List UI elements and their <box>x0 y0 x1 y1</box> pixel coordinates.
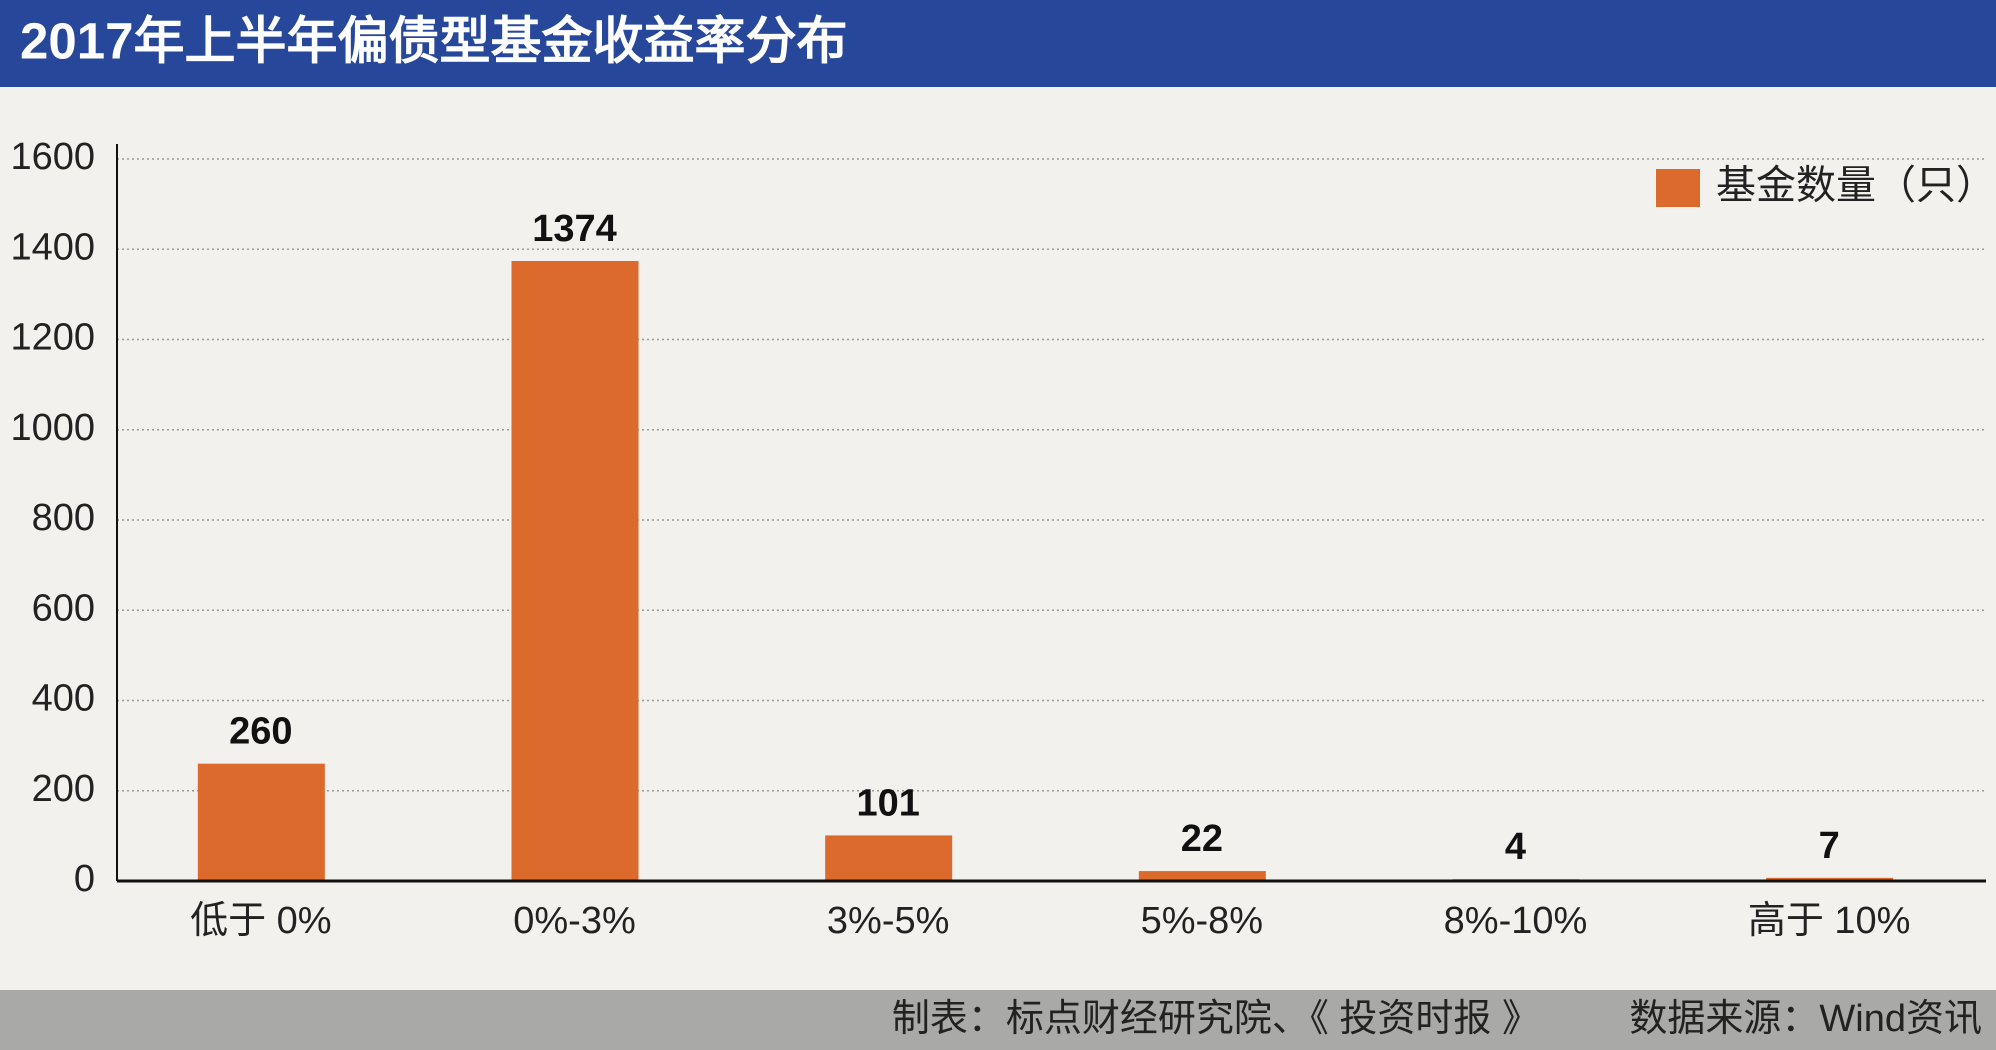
bar <box>197 763 325 881</box>
value-label: 22 <box>1181 818 1223 860</box>
chart-title: 2017年上半年偏债型基金收益率分布 <box>20 12 847 69</box>
value-label: 101 <box>856 782 919 824</box>
value-label: 4 <box>1505 826 1526 868</box>
bar <box>511 260 639 881</box>
x-tick-label: 低于 0% <box>190 900 331 942</box>
legend-label: 基金数量（只） <box>1716 164 1996 208</box>
x-tick-label: 0%-3% <box>513 900 636 942</box>
y-tick-label: 1000 <box>10 407 95 449</box>
y-tick-label: 1400 <box>10 226 95 268</box>
y-tick-label: 600 <box>32 587 95 629</box>
footer-bar <box>0 990 1996 1050</box>
y-tick-label: 1600 <box>10 136 95 178</box>
value-label: 260 <box>229 711 292 753</box>
x-tick-label: 5%-8% <box>1141 900 1264 942</box>
bar <box>825 835 953 881</box>
bar <box>1766 877 1894 881</box>
y-tick-label: 200 <box>32 768 95 810</box>
value-label: 7 <box>1819 825 1840 867</box>
footer-note: 制表：标点财经研究院、《 投资时报 》 <box>892 998 1540 1040</box>
value-label: 1374 <box>532 208 617 250</box>
legend-swatch <box>1656 169 1700 207</box>
x-tick-label: 高于 10% <box>1748 900 1911 942</box>
y-tick-label: 800 <box>32 497 95 539</box>
bar <box>1138 871 1266 881</box>
x-tick-label: 8%-10% <box>1444 900 1588 942</box>
y-tick-label: 400 <box>32 678 95 720</box>
title-bar <box>0 0 1996 87</box>
x-tick-label: 3%-5% <box>827 900 950 942</box>
y-tick-label: 1200 <box>10 317 95 359</box>
y-tick-label: 0 <box>74 858 95 900</box>
footer-note: 数据来源：Wind资讯 <box>1629 998 1982 1040</box>
